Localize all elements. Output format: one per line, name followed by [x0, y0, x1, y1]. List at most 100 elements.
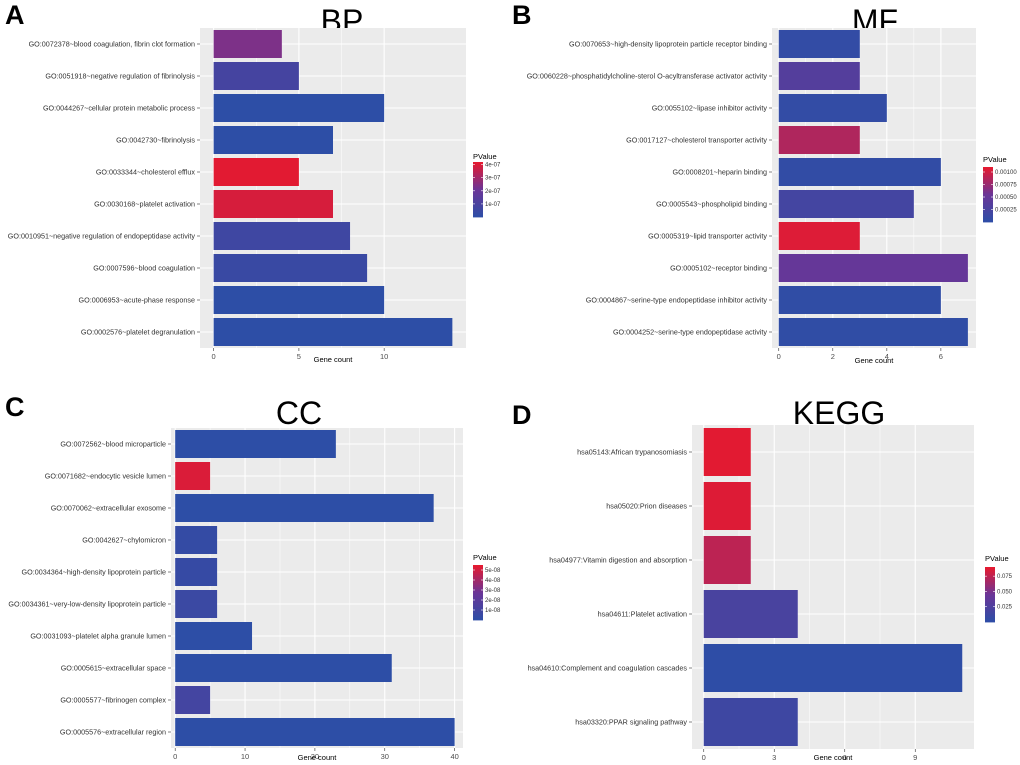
x-tick-label: 10	[380, 352, 388, 361]
category-label: GO:0005615~extracellular space	[61, 664, 166, 673]
legend-colorbar-segment	[473, 185, 483, 189]
bar	[778, 158, 941, 186]
x-tick-label: 0	[173, 752, 177, 761]
bar	[703, 698, 798, 746]
legend-colorbar-segment	[985, 603, 995, 606]
legend-title: PValue	[473, 553, 497, 562]
legend-colorbar-segment	[983, 201, 993, 205]
category-label: GO:0006953~acute-phase response	[79, 296, 195, 305]
bar	[778, 30, 860, 58]
category-label: hsa04977:Vitamin digestion and absorptio…	[549, 556, 687, 565]
legend-colorbar-segment	[473, 187, 483, 190]
legend-colorbar-segment	[983, 200, 993, 203]
category-label: GO:0033344~cholesterol efflux	[96, 168, 196, 177]
legend-colorbar-segment	[473, 189, 483, 192]
legend-tick-label: 4e-08	[485, 578, 501, 584]
legend-colorbar-segment	[983, 198, 993, 201]
x-axis-title: Gene count	[298, 753, 338, 762]
legend-colorbar-segment	[473, 196, 483, 200]
legend-colorbar-segment	[473, 596, 483, 599]
category-label: GO:0004867~serine-type endopeptidase inh…	[586, 296, 768, 305]
category-label: GO:0005319~lipid transporter activity	[648, 232, 767, 241]
legend-colorbar-segment	[983, 170, 993, 173]
bar	[703, 590, 798, 638]
legend-colorbar-segment	[473, 209, 483, 212]
legend-colorbar-segment	[985, 579, 995, 583]
legend-colorbar-segment	[473, 603, 483, 606]
legend-colorbar-segment	[983, 167, 993, 170]
legend-title: PValue	[983, 155, 1007, 164]
legend-colorbar-segment	[473, 579, 483, 582]
category-label: GO:0071682~endocytic vesicle lumen	[45, 472, 166, 481]
category-label: hsa04611:Platelet activation	[598, 610, 687, 619]
legend-tick-label: 0.075	[997, 574, 1013, 580]
legend-colorbar-segment	[983, 178, 993, 181]
legend-tick-label: 4e-07	[485, 163, 501, 169]
x-tick-label: 0	[702, 753, 706, 762]
legend-tick-label: 0.00075	[995, 183, 1017, 189]
legend-colorbar-segment	[983, 220, 993, 223]
bar	[213, 286, 385, 314]
legend-colorbar-segment	[983, 196, 993, 199]
legend-colorbar-segment	[983, 185, 993, 188]
bar	[213, 62, 299, 90]
legend-colorbar-segment	[473, 599, 483, 603]
legend-colorbar-segment	[473, 612, 483, 615]
legend-colorbar-segment	[473, 590, 483, 593]
panel-letter-a: A	[5, 0, 25, 30]
legend-colorbar-segment	[983, 214, 993, 217]
legend-colorbar-segment	[473, 174, 483, 178]
x-tick-label: 20	[311, 752, 319, 761]
legend-colorbar-segment	[985, 592, 995, 595]
bar	[213, 158, 299, 186]
legend-colorbar-segment	[473, 607, 483, 610]
legend-tick-label: 2e-08	[485, 598, 501, 604]
legend-colorbar-segment	[473, 574, 483, 577]
x-tick-label: 5	[297, 352, 301, 361]
legend-title: PValue	[985, 554, 1009, 563]
legend-colorbar-segment	[985, 581, 995, 584]
legend-colorbar-segment	[985, 616, 995, 619]
legend-colorbar-segment	[473, 182, 483, 185]
legend-colorbar-segment	[473, 163, 483, 167]
legend-colorbar-segment	[983, 190, 993, 194]
legend-colorbar-segment	[985, 620, 995, 623]
legend-colorbar-segment	[473, 215, 483, 218]
legend-colorbar-segment	[983, 168, 993, 172]
legend-colorbar-segment	[473, 565, 483, 568]
legend-colorbar-segment	[473, 165, 483, 168]
legend-colorbar-segment	[473, 587, 483, 590]
legend-colorbar-segment	[473, 169, 483, 172]
legend-colorbar-segment	[473, 577, 483, 581]
legend-colorbar-segment	[985, 590, 995, 594]
legend-colorbar-segment	[983, 203, 993, 206]
bar	[175, 494, 434, 522]
legend-colorbar-segment	[985, 583, 995, 586]
category-label: GO:0002576~platelet degranulation	[81, 328, 195, 337]
legend-tick-label: 3e-07	[485, 176, 501, 182]
category-label: GO:0005543~phospholipid binding	[656, 200, 767, 209]
x-axis-title: Gene count	[314, 355, 354, 364]
x-tick-label: 0	[212, 352, 216, 361]
bar	[175, 686, 211, 714]
legend-colorbar-segment	[983, 216, 993, 219]
bar	[778, 318, 968, 346]
bar	[175, 590, 218, 618]
bar	[175, 430, 336, 458]
category-label: GO:0072562~blood microparticle	[60, 440, 166, 449]
x-axis-title: Gene count	[855, 356, 895, 365]
bar	[213, 222, 351, 250]
category-label: GO:0005102~receptor binding	[670, 264, 767, 273]
category-label: GO:0070653~high-density lipoprotein part…	[569, 40, 767, 49]
x-tick-label: 9	[913, 753, 917, 762]
x-tick-label: 6	[939, 352, 943, 361]
legend-tick-label: 1e-08	[485, 608, 501, 614]
bar	[213, 318, 453, 346]
legend-colorbar-segment	[985, 612, 995, 616]
category-label: GO:0044267~cellular protein metabolic pr…	[43, 104, 195, 113]
legend-colorbar-segment	[985, 585, 995, 588]
legend-colorbar-segment	[985, 611, 995, 614]
category-label: hsa03320:PPAR signaling pathway	[575, 718, 687, 727]
panel-title-cc: CC	[276, 395, 322, 431]
x-tick-label: 4	[885, 352, 889, 361]
